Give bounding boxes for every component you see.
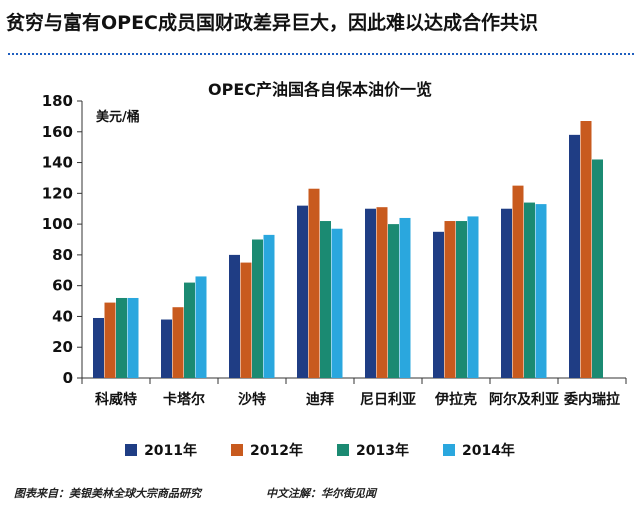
y-axis-unit-label: 美元/桶	[96, 110, 140, 125]
bar	[456, 221, 467, 378]
legend-swatch-2013	[337, 444, 349, 456]
legend-swatch-2012	[231, 444, 244, 456]
bar	[433, 231, 444, 378]
bar	[365, 208, 376, 378]
x-category-label: 卡塔尔	[163, 391, 205, 408]
bar	[331, 228, 343, 378]
y-tick-label: 40	[52, 307, 73, 325]
bar	[195, 276, 207, 378]
bar	[569, 134, 580, 378]
y-tick-label: 180	[42, 92, 73, 110]
y-tick-label: 0	[63, 369, 73, 387]
bar	[535, 204, 547, 378]
bar	[308, 188, 320, 378]
y-tick-label: 60	[52, 277, 73, 295]
x-category-label: 迪拜	[306, 391, 334, 408]
legend: 2011年 2012年 2013年 2014年	[0, 440, 640, 460]
bar	[297, 205, 308, 378]
bar	[444, 221, 456, 378]
bar	[399, 217, 411, 378]
headline: 贫穷与富有OPEC成员国财政差异巨大，因此难以达成合作共识	[6, 12, 539, 34]
bar	[376, 207, 388, 378]
x-category-label: 尼日利亚	[360, 391, 416, 408]
bar	[524, 202, 535, 378]
y-tick-label: 120	[42, 184, 73, 202]
bar	[229, 254, 240, 378]
legend-label-2012: 2012年	[250, 443, 303, 459]
chart-title: OPEC产油国各自保本油价一览	[207, 80, 432, 99]
x-category-label: 沙特	[238, 391, 266, 408]
bar	[580, 121, 592, 378]
legend-item-2014: 2014年	[442, 440, 515, 460]
legend-item-2012: 2012年	[231, 440, 303, 460]
bar	[388, 224, 399, 378]
bar	[263, 234, 275, 378]
footer-source: 图表来自：美银美林全球大宗商品研究	[14, 487, 201, 500]
legend-label-2014: 2014年	[461, 443, 515, 459]
bar	[501, 208, 512, 378]
bar	[240, 262, 252, 378]
bar	[172, 307, 184, 378]
bar	[161, 319, 172, 378]
legend-swatch-2011	[125, 444, 138, 456]
bar	[127, 297, 139, 378]
y-tick-label: 100	[42, 215, 73, 233]
legend-item-2011: 2011年	[125, 440, 197, 460]
bar	[512, 185, 524, 378]
bar	[252, 239, 263, 378]
bar	[104, 302, 116, 378]
bar	[116, 297, 127, 378]
y-tick-label: 160	[42, 123, 73, 141]
legend-item-2013: 2013年	[337, 440, 409, 460]
x-category-label: 伊拉克	[434, 391, 477, 408]
x-category-label: 阿尔及利亚	[489, 391, 559, 408]
bar	[93, 317, 104, 378]
footer-note: 中文注解：华尔街见闻	[266, 487, 376, 500]
y-tick-label: 20	[52, 338, 73, 356]
divider-rule	[8, 53, 634, 55]
legend-swatch-2014	[442, 444, 455, 456]
x-category-label: 科威特	[95, 391, 137, 408]
y-tick-label: 80	[52, 246, 73, 264]
legend-label-2013: 2013年	[356, 443, 409, 459]
bar	[592, 159, 603, 378]
legend-label-2011: 2011年	[144, 443, 198, 459]
x-category-label: 委内瑞拉	[563, 391, 620, 408]
bar	[320, 221, 331, 378]
bar	[184, 282, 195, 378]
bar	[467, 216, 479, 378]
y-tick-label: 140	[42, 154, 73, 172]
